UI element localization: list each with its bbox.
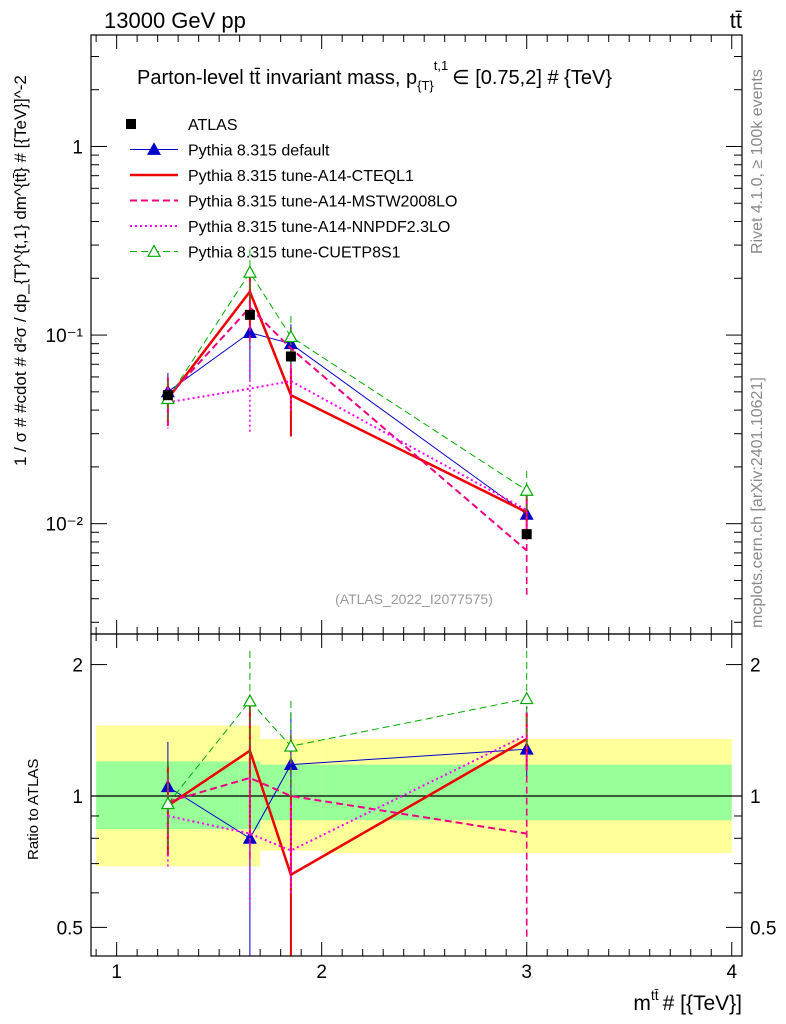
main-panel: 1 10⁻¹ 10⁻² [46, 55, 742, 623]
title-tail: ∈ [0.75,2] # {TeV} [452, 67, 612, 89]
series-ratio-marker [519, 691, 534, 705]
y-tick-label-ratio: 1 [72, 787, 83, 808]
source-label: mcplots.cern.ch [arXiv:2401.10621] [749, 377, 766, 628]
process-label: tt̄ [730, 8, 742, 33]
energy-label: 13000 GeV pp [104, 8, 246, 33]
x-label-tail: # [{TeV}] [663, 992, 742, 1015]
legend-item: Pythia 8.315 tune-CUETP8S1 [130, 244, 401, 262]
title-sup: t,1 [434, 58, 448, 73]
x-axis-label: mtt̄ # [{TeV}] [633, 987, 742, 1015]
series-ratio-line [167, 748, 527, 840]
legend-item: Pythia 8.315 tune-A14-CTEQL1 [130, 168, 414, 185]
ratio-frame [90, 633, 743, 957]
series-line [167, 271, 527, 491]
series-ratio-line [167, 738, 528, 877]
series-ratio-4 [160, 650, 534, 851]
y-tick-label-ratio-right: 0.5 [750, 918, 776, 939]
data-point [521, 529, 532, 540]
legend-item: Pythia 8.315 tune-A14-MSTW2008LO [130, 194, 457, 211]
series-marker [283, 329, 298, 343]
series-ratio-line [167, 698, 527, 805]
data-point [162, 390, 173, 401]
x-tick-label: 4 [726, 962, 737, 983]
series-main-0 [160, 302, 534, 538]
y-axis-label-ratio: Ratio to ATLAS [25, 759, 42, 860]
legend-label-data: ATLAS [188, 117, 238, 134]
legend-label: Pythia 8.315 tune-CUETP8S1 [188, 245, 401, 262]
y-tick-label-ratio-right: 1 [750, 787, 761, 808]
data-point [285, 351, 296, 362]
legend-label: Pythia 8.315 default [188, 143, 330, 160]
series-ratio-line [167, 734, 528, 852]
legend-item-data: ATLAS [126, 117, 238, 134]
series-ratio-marker [242, 693, 257, 707]
series-main-4 [160, 249, 534, 516]
ratio-panel: 1 2 3 4 0.5 0.5 1 1 2 2 [57, 35, 776, 983]
series-marker [242, 265, 257, 278]
series-ratio-marker [160, 796, 175, 810]
title-main: Parton-level tt̄ invariant mass, p [137, 67, 417, 89]
y-tick-label-main: 10⁻² [46, 515, 84, 536]
rivet-label: Rivet 4.1.0, ≥ 100k events [749, 69, 766, 254]
legend-marker-data [126, 119, 136, 129]
series-line [167, 332, 528, 515]
y-tick-label-main: 10⁻¹ [46, 326, 84, 347]
y-tick-label-main: 1 [72, 137, 83, 158]
y-tick-label-ratio: 2 [72, 656, 83, 677]
series-marker [519, 483, 534, 496]
data-points [162, 309, 532, 540]
y-tick-label-ratio-right: 2 [750, 656, 761, 677]
legend-item: Pythia 8.315 tune-A14-NNPDF2.3LO [130, 219, 450, 236]
y-axis-label-main: 1 / σ # #cdot # d²σ / dp_{T}^{t,1} dm^{t… [11, 75, 30, 466]
series-ratio-marker [283, 739, 298, 752]
x-tick-label: 3 [521, 962, 532, 983]
x-label-sup: tt̄ [651, 987, 659, 1003]
legend-marker [146, 244, 162, 257]
series-line [167, 306, 528, 552]
legend-label: Pythia 8.315 tune-A14-MSTW2008LO [188, 194, 457, 211]
analysis-id: (ATLAS_2022_I2077575) [335, 591, 493, 607]
x-tick-label: 1 [111, 962, 122, 983]
title-sub: {T} [417, 78, 434, 93]
data-point [244, 309, 255, 320]
series-main-3 [167, 358, 528, 535]
series-line [167, 380, 528, 511]
chart-title: Parton-level tt̄ invariant mass, p{T}t,1… [137, 58, 612, 93]
x-tick-label: 2 [316, 962, 327, 983]
legend-label: Pythia 8.315 tune-A14-CTEQL1 [188, 168, 414, 185]
legend-marker [146, 142, 162, 155]
x-label-main: m [633, 992, 651, 1015]
series-main-1 [166, 266, 528, 536]
series-line [166, 289, 528, 514]
legend-label: Pythia 8.315 tune-A14-NNPDF2.3LO [188, 219, 450, 236]
legend-item: Pythia 8.315 default [130, 142, 330, 160]
y-tick-label-ratio: 0.5 [57, 918, 83, 939]
legend: ATLAS Pythia 8.315 default Pythia 8.315 tu… [126, 117, 457, 262]
